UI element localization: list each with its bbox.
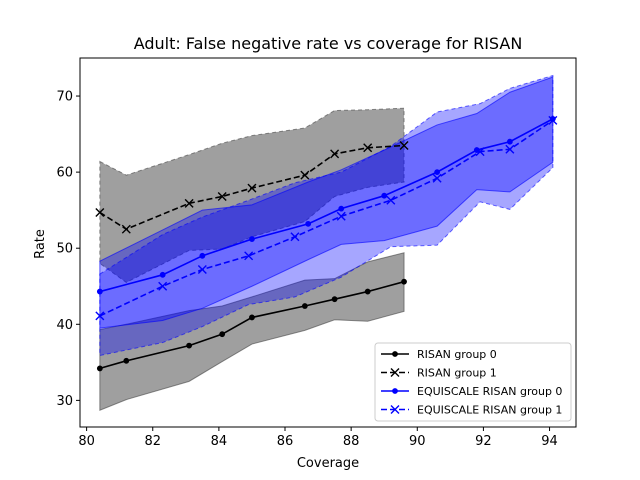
equiscale-risan-group-0-point (159, 271, 166, 278)
equiscale-risan-group-1-point (475, 147, 485, 157)
x-tick-label: 92 (475, 434, 492, 449)
plot-area (95, 74, 558, 412)
x-tick-label: 94 (541, 434, 558, 449)
equiscale-risan-group-1-point (336, 211, 346, 221)
risan-group-1-point (330, 149, 340, 159)
equiscale-risan-group-0-band (99, 76, 554, 329)
axes: 80 82 84 86 88 90 92 94 30 40 50 60 70 (56, 57, 577, 449)
risan-group-0-legend-marker (392, 351, 398, 357)
risan-group-0-point (364, 288, 371, 295)
risan-group-0-band (99, 252, 405, 412)
equiscale-risan-group-0-point (305, 220, 312, 227)
x-tick-label: 84 (211, 434, 228, 449)
y-tick-label: 30 (56, 394, 73, 409)
risan-group-1-point (121, 224, 131, 234)
equiscale-risan-group-0-point (434, 169, 441, 176)
x-tick-label: 86 (277, 434, 294, 449)
y-tick-label: 70 (56, 90, 73, 105)
axes-frame (79, 57, 577, 428)
equiscale-risan-group-1-point (432, 173, 442, 183)
risan-group-0-point (249, 314, 255, 321)
risan-group-1-point (300, 170, 310, 180)
risan-group-0-legend-label: RISAN group 0 (417, 348, 497, 361)
equiscale-risan-group-1-point (386, 195, 396, 205)
legend: RISAN group 0 RISAN group 1 EQUISCALE RISA… (374, 342, 572, 422)
equiscale-risan-group-0-point (199, 252, 206, 259)
equiscale-risan-group-1-point (505, 144, 515, 154)
equiscale-risan-group-0-point (96, 288, 103, 295)
risan-group-1-point (247, 183, 257, 193)
equiscale-risan-group-0-legend-label: EQUISCALE RISAN group 0 (417, 385, 562, 398)
equiscale-risan-group-0-point (381, 192, 388, 199)
equiscale-risan-group-1-point (197, 265, 207, 275)
x-tick-label: 80 (78, 434, 95, 449)
risan-group-1-point (399, 141, 409, 150)
risan-group-0-point (123, 357, 130, 364)
equiscale-risan-group-1-point (244, 251, 254, 261)
risan-group-0-point (401, 278, 407, 285)
equiscale-risan-group-0-point (338, 205, 345, 212)
risan-group-1-point (363, 143, 373, 153)
risan-group-1-point (217, 191, 227, 201)
risan-group-0-point (219, 331, 226, 338)
x-tick-label: 88 (343, 434, 360, 449)
x-tick-label: 82 (144, 434, 161, 449)
risan-group-1-band (99, 107, 405, 284)
equiscale-risan-group-1-legend-marker (390, 405, 400, 414)
x-tick-label: 90 (409, 434, 426, 449)
equiscale-risan-group-0-legend-marker (392, 388, 398, 394)
y-tick-label: 50 (56, 242, 73, 257)
risan-group-0-point (301, 303, 308, 309)
risan-group-0-point (331, 296, 338, 303)
risan-group-1-point (95, 207, 105, 217)
equiscale-risan-group-1-legend-label: EQUISCALE RISAN group 1 (417, 404, 562, 417)
equiscale-risan-group-1-point (158, 281, 168, 291)
equiscale-risan-group-0-point (249, 236, 255, 242)
risan-group-1-legend-label: RISAN group 1 (417, 367, 497, 380)
risan-group-1-legend-marker (390, 368, 400, 377)
chart-title: Adult: False negative rate vs coverage f… (134, 34, 523, 53)
equiscale-risan-group-1-point (548, 115, 558, 125)
plot-inner (95, 74, 558, 412)
y-tick-label: 60 (56, 166, 73, 181)
y-axis-label: Rate (33, 229, 48, 259)
x-axis-label: Coverage (297, 456, 359, 471)
equiscale-risan-group-1-point (95, 311, 105, 321)
risan-group-0-point (186, 342, 193, 349)
legend-box (374, 342, 572, 422)
risan-group-1-point (184, 198, 194, 208)
equiscale-risan-group-0-point (506, 138, 513, 145)
y-tick-label: 40 (56, 318, 73, 333)
risan-group-0-point (96, 365, 103, 372)
equiscale-risan-group-1-point (290, 232, 300, 242)
